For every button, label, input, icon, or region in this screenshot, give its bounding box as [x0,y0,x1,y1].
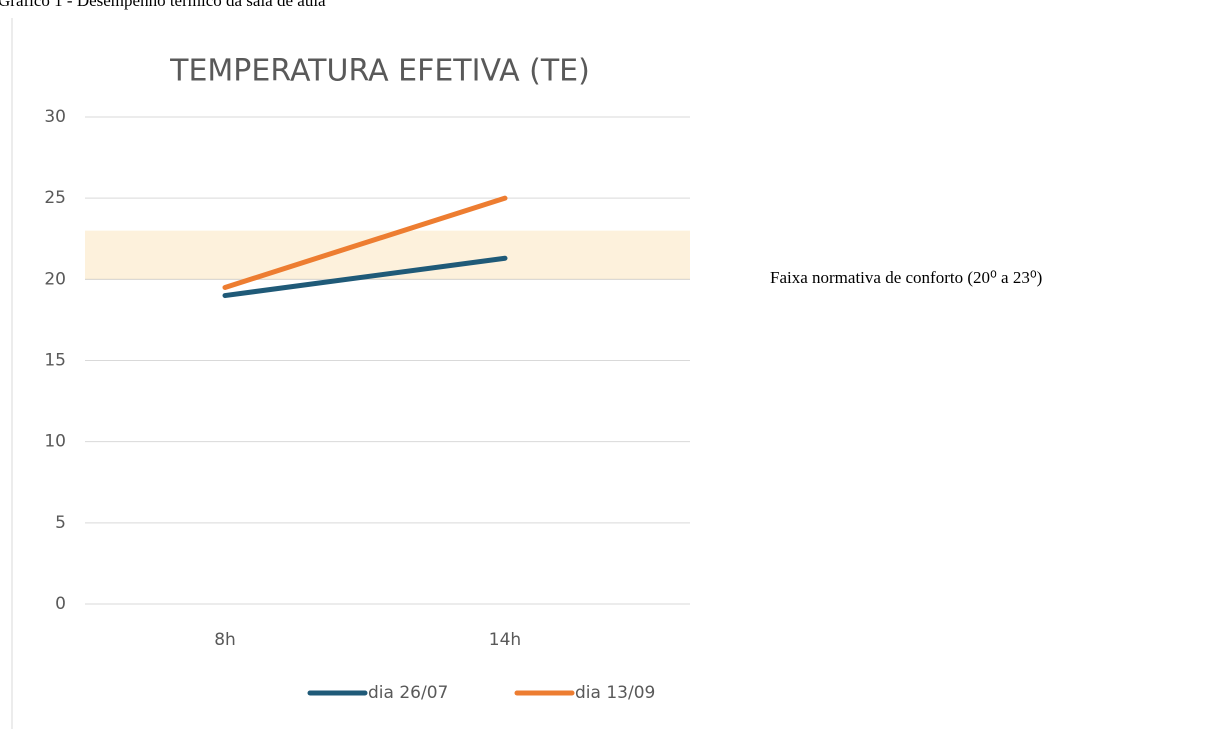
comfort-band-label: Faixa normativa de conforto (20⁰ a 23⁰) [770,268,1042,287]
caption: Gráfico 1 - Desempenho térmico da sala d… [0,0,326,10]
x-tick-label: 14h [489,630,521,650]
series-line [222,195,508,290]
chart-title: TEMPERATURA EFETIVA (TE) [169,54,590,89]
legend-label: dia 26/07 [368,683,448,703]
x-tick-label: 8h [214,630,236,650]
series-line [222,255,508,299]
comfort-band [85,230,690,280]
y-tick-label: 5 [55,513,66,533]
y-tick-label: 10 [44,432,66,452]
y-tick-label: 20 [44,269,66,289]
y-tick-label: 25 [44,188,66,208]
y-tick-label: 0 [55,594,66,614]
y-tick-label: 30 [44,107,66,127]
legend-label: dia 13/09 [575,683,655,703]
y-tick-label: 15 [44,351,66,371]
